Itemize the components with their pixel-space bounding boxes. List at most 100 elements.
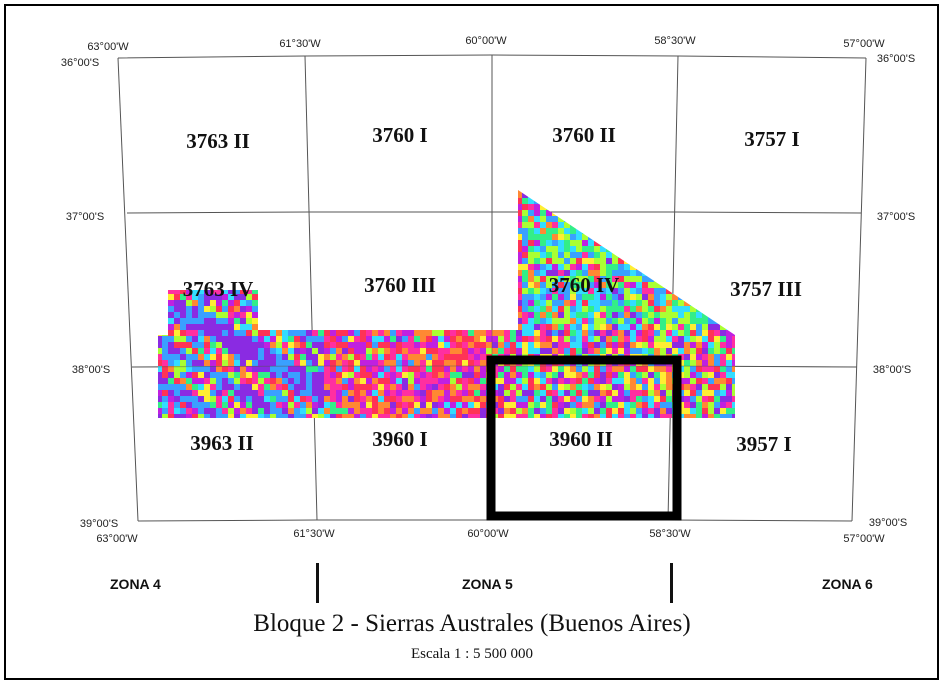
coverage-cell xyxy=(564,222,570,228)
coverage-cell xyxy=(726,336,732,342)
coverage-cell xyxy=(552,384,558,390)
coverage-cell xyxy=(186,294,192,300)
coverage-cell xyxy=(312,360,318,366)
coverage-cell xyxy=(198,192,204,198)
coverage-cell xyxy=(276,190,282,192)
coverage-cell xyxy=(564,252,570,258)
coverage-cell xyxy=(318,264,324,270)
parallel-37 xyxy=(126,211,862,214)
coverage-cell xyxy=(300,300,306,306)
coverage-cell xyxy=(378,258,384,264)
coverage-cell xyxy=(462,258,468,264)
coverage-cell xyxy=(180,198,186,204)
coverage-cell xyxy=(510,190,516,192)
coverage-cell xyxy=(438,360,444,366)
coverage-cell xyxy=(300,348,306,354)
coverage-cell xyxy=(558,204,564,210)
coverage-cell xyxy=(348,306,354,312)
coverage-cell xyxy=(594,294,600,300)
coverage-cell xyxy=(234,300,240,306)
coverage-cell xyxy=(444,300,450,306)
coverage-cell xyxy=(330,264,336,270)
coverage-cell xyxy=(408,396,414,402)
coverage-cell xyxy=(426,216,432,222)
coverage-cell xyxy=(528,342,534,348)
coverage-cell xyxy=(528,300,534,306)
coverage-cell xyxy=(456,240,462,246)
coverage-cell xyxy=(456,324,462,330)
coverage-cell xyxy=(342,396,348,402)
coverage-cell xyxy=(480,258,486,264)
coverage-cell xyxy=(402,228,408,234)
coverage-cell xyxy=(222,258,228,264)
coverage-cell xyxy=(294,306,300,312)
coverage-cell xyxy=(504,324,510,330)
coverage-cell xyxy=(378,252,384,258)
coverage-cell xyxy=(480,246,486,252)
coverage-cell xyxy=(516,396,522,402)
coverage-cell xyxy=(546,228,552,234)
coverage-cell xyxy=(384,318,390,324)
coverage-cell xyxy=(570,336,576,342)
coverage-cell xyxy=(498,408,504,414)
coverage-cell xyxy=(426,312,432,318)
coverage-cell xyxy=(492,246,498,252)
coverage-cell xyxy=(552,264,558,270)
coverage-cell xyxy=(624,276,630,282)
coverage-cell xyxy=(372,396,378,402)
coverage-cell xyxy=(588,240,594,246)
coverage-cell xyxy=(348,330,354,336)
coverage-cell xyxy=(648,318,654,324)
coverage-cell xyxy=(396,228,402,234)
coverage-cell xyxy=(594,372,600,378)
coverage-cell xyxy=(414,246,420,252)
coverage-cell xyxy=(288,198,294,204)
coverage-cell xyxy=(660,234,666,240)
coverage-cell xyxy=(324,282,330,288)
coverage-cell xyxy=(678,300,684,306)
coverage-cell xyxy=(378,342,384,348)
coverage-cell xyxy=(210,318,216,324)
coverage-cell xyxy=(438,330,444,336)
coverage-cell xyxy=(558,414,564,418)
coverage-cell xyxy=(714,348,720,354)
coverage-cell xyxy=(576,318,582,324)
coverage-cell xyxy=(294,276,300,282)
coverage-cell xyxy=(366,252,372,258)
coverage-cell xyxy=(234,414,240,418)
coverage-cell xyxy=(528,408,534,414)
coverage-cell xyxy=(654,348,660,354)
coverage-cell xyxy=(546,342,552,348)
coverage-cell xyxy=(702,342,708,348)
coverage-cell xyxy=(366,354,372,360)
coverage-cell xyxy=(408,216,414,222)
coverage-cell xyxy=(192,234,198,240)
coverage-cell xyxy=(624,396,630,402)
coverage-cell xyxy=(564,210,570,216)
coverage-cell xyxy=(210,384,216,390)
coverage-cell xyxy=(672,240,678,246)
coverage-cell xyxy=(516,228,522,234)
coverage-cell xyxy=(426,258,432,264)
coverage-cell xyxy=(576,408,582,414)
coverage-cell xyxy=(360,312,366,318)
coverage-cell xyxy=(582,282,588,288)
coverage-cell xyxy=(342,402,348,408)
coverage-cell xyxy=(462,276,468,282)
coverage-cell xyxy=(270,246,276,252)
coverage-cell xyxy=(624,240,630,246)
coverage-cell xyxy=(642,210,648,216)
coverage-cell xyxy=(570,282,576,288)
coverage-cell xyxy=(564,330,570,336)
coverage-cell xyxy=(696,264,702,270)
coverage-cell xyxy=(732,258,735,264)
coverage-cell xyxy=(372,372,378,378)
coverage-cell xyxy=(672,306,678,312)
coverage-cell xyxy=(414,342,420,348)
coverage-cell xyxy=(420,408,426,414)
coverage-cell xyxy=(636,198,642,204)
coverage-cell xyxy=(312,192,318,198)
coverage-cell xyxy=(408,324,414,330)
coverage-cell xyxy=(732,360,735,366)
coverage-cell xyxy=(276,336,282,342)
